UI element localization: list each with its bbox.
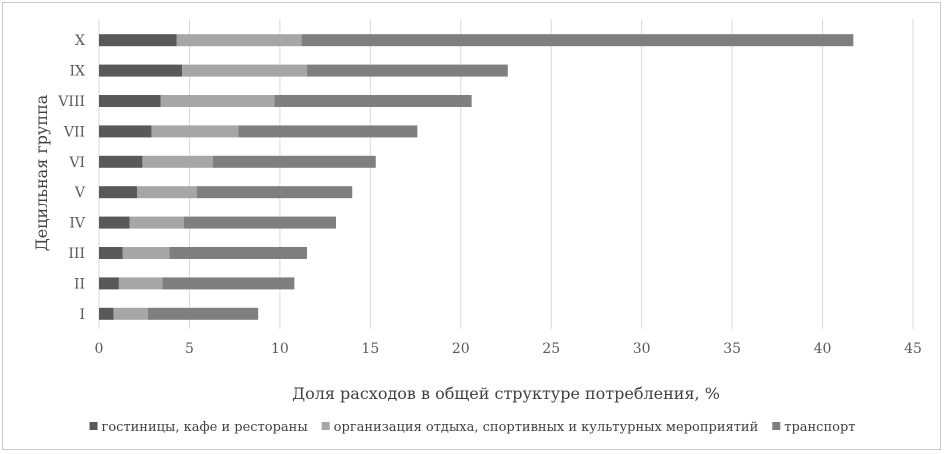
bar-segment	[307, 64, 508, 77]
bar-segment	[99, 277, 119, 290]
legend-swatch	[321, 422, 330, 430]
legend-label: транспорт	[784, 420, 855, 435]
bar-segment	[118, 277, 163, 290]
bar-segment	[99, 186, 137, 199]
legend-label: гостиницы, кафе и рестораны	[102, 420, 308, 435]
bar-segment	[184, 216, 336, 229]
legend-swatch	[772, 422, 781, 430]
bar-segment	[301, 34, 854, 47]
x-tick-label: 0	[95, 341, 104, 357]
y-tick-label: III	[68, 246, 85, 262]
y-tick-label: VIII	[57, 94, 85, 110]
bar-segment	[147, 307, 259, 320]
bar-segment	[142, 155, 213, 168]
x-tick-label: 5	[185, 341, 194, 357]
bar-segment	[176, 34, 302, 47]
x-tick-label: 15	[361, 341, 379, 357]
x-tick-label: 20	[452, 341, 470, 357]
x-tick-label: 45	[904, 341, 922, 357]
legend-item: гостиницы, кафе и рестораны	[89, 420, 308, 435]
bar-segment	[99, 125, 152, 138]
x-tick-label: 40	[814, 341, 832, 357]
y-tick-label: VI	[68, 155, 85, 171]
bar-segment	[99, 307, 114, 320]
legend-item: организация отдыха, спортивных и культур…	[321, 420, 759, 435]
bar-segment	[99, 216, 130, 229]
x-tick-labels: 0 5 10 15 20 25 30 35 40 45	[95, 341, 922, 357]
y-tick-label: VII	[63, 124, 85, 140]
legend-label: организация отдыха, спортивных и культур…	[334, 420, 759, 435]
bar-segment	[212, 155, 376, 168]
legend: гостиницы, кафе и рестораны организация о…	[89, 420, 855, 435]
bars	[99, 34, 854, 320]
bar-segment	[113, 307, 148, 320]
bar-segment	[151, 125, 239, 138]
y-tick-label: IV	[69, 216, 86, 232]
bar-segment	[99, 155, 143, 168]
bar-segment	[182, 64, 308, 77]
bar-segment	[136, 186, 197, 199]
bar-segment	[99, 247, 123, 259]
x-tick-label: 30	[633, 341, 651, 357]
y-tick-label: X	[75, 33, 85, 49]
bar-segment	[99, 95, 161, 107]
bar-segment	[169, 247, 308, 259]
bar-segment	[238, 125, 418, 138]
x-axis-title: Доля расходов в общей структуре потребле…	[292, 384, 720, 403]
y-tick-label: IX	[70, 64, 86, 80]
stacked-bar-chart: 0 5 10 15 20 25 30 35 40 45 IIIIIIIVVVIVIIVIIIIXX…	[32, 19, 922, 435]
bar-segment	[99, 64, 183, 77]
bar-segment	[99, 34, 177, 47]
bar-segment	[162, 277, 295, 290]
bar-segment	[122, 247, 170, 259]
bar-segment	[160, 95, 275, 107]
x-tick-label: 35	[723, 341, 741, 357]
bar-segment	[274, 95, 472, 107]
x-tick-label: 25	[542, 341, 560, 357]
legend-swatch	[89, 422, 98, 430]
y-axis-title: Децильная группа	[32, 94, 51, 251]
y-tick-label: V	[74, 185, 86, 201]
y-tick-label: II	[74, 276, 85, 292]
x-tick-label: 10	[271, 341, 289, 357]
y-tick-label: I	[79, 307, 85, 323]
bar-segment	[129, 216, 185, 229]
bar-segment	[196, 186, 353, 199]
legend-item: транспорт	[772, 420, 855, 435]
